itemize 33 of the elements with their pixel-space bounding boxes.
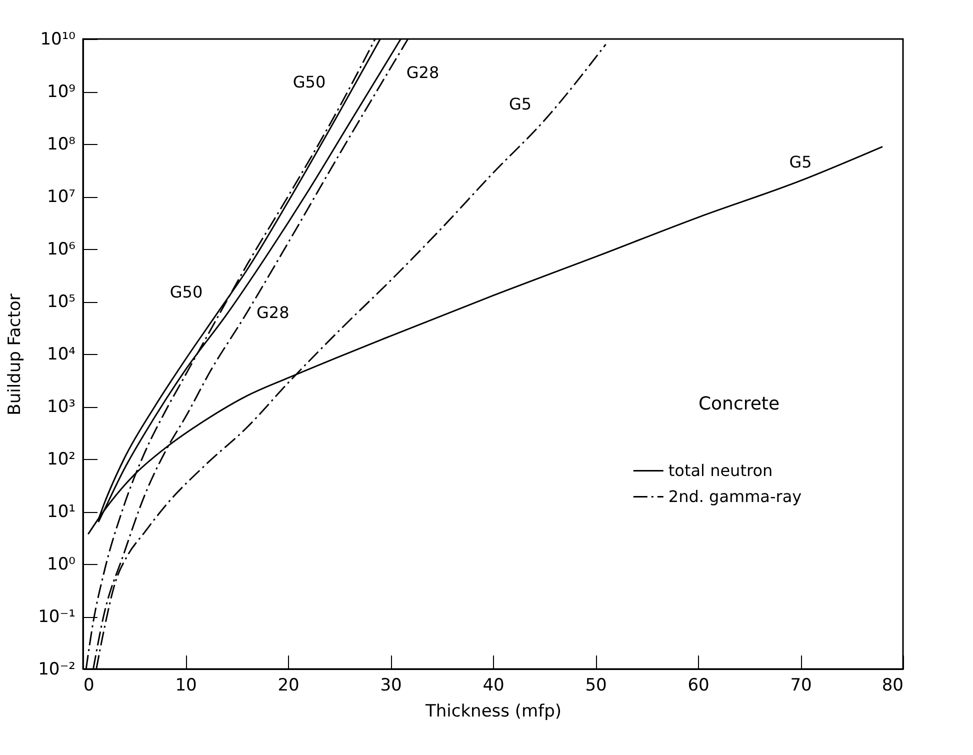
y-tick-label: 10⁻¹ (38, 607, 76, 627)
x-tick-label: 70 (790, 676, 812, 696)
annotation: G5 (789, 152, 812, 172)
y-tick-label: 10³ (47, 397, 76, 417)
x-axis-title: Thickness (mfp) (424, 702, 562, 722)
annotation: G28 (406, 63, 440, 82)
y-tick-label: 10² (47, 450, 76, 470)
y-tick-label: 10⁰ (47, 554, 76, 574)
y-tick-label: 10⁶ (47, 240, 76, 260)
x-tick-label: 50 (585, 676, 607, 696)
annotation: Concrete (698, 393, 780, 414)
x-tick-label: 0 (84, 676, 94, 696)
y-tick-label: 10¹ (47, 502, 76, 522)
annotation: G28 (256, 303, 290, 322)
y-tick-label: 10⁻² (38, 660, 76, 680)
y-tick-label: 10⁷ (47, 187, 76, 207)
x-tick-label: 80 (882, 676, 904, 696)
x-tick-label: 40 (482, 676, 504, 696)
y-tick-label: 10⁵ (47, 292, 76, 312)
y-tick-label: 10⁸ (47, 134, 76, 154)
y-tick-label: 10⁹ (47, 82, 76, 102)
legend-label: 2nd. gamma-ray (668, 486, 802, 506)
legend-label: total neutron (668, 460, 773, 480)
x-tick-label: 20 (278, 676, 300, 696)
y-axis-title: Buildup Factor (5, 294, 26, 416)
x-tick-label: 30 (380, 676, 402, 696)
annotation: G50 (170, 282, 203, 302)
x-tick-label: 60 (688, 676, 710, 696)
y-tick-label: 10¹⁰ (40, 30, 76, 50)
annotation: G50 (292, 72, 326, 92)
x-tick-label: 10 (175, 676, 197, 696)
y-tick-label: 10⁴ (47, 344, 76, 364)
annotation: G5 (508, 94, 532, 114)
